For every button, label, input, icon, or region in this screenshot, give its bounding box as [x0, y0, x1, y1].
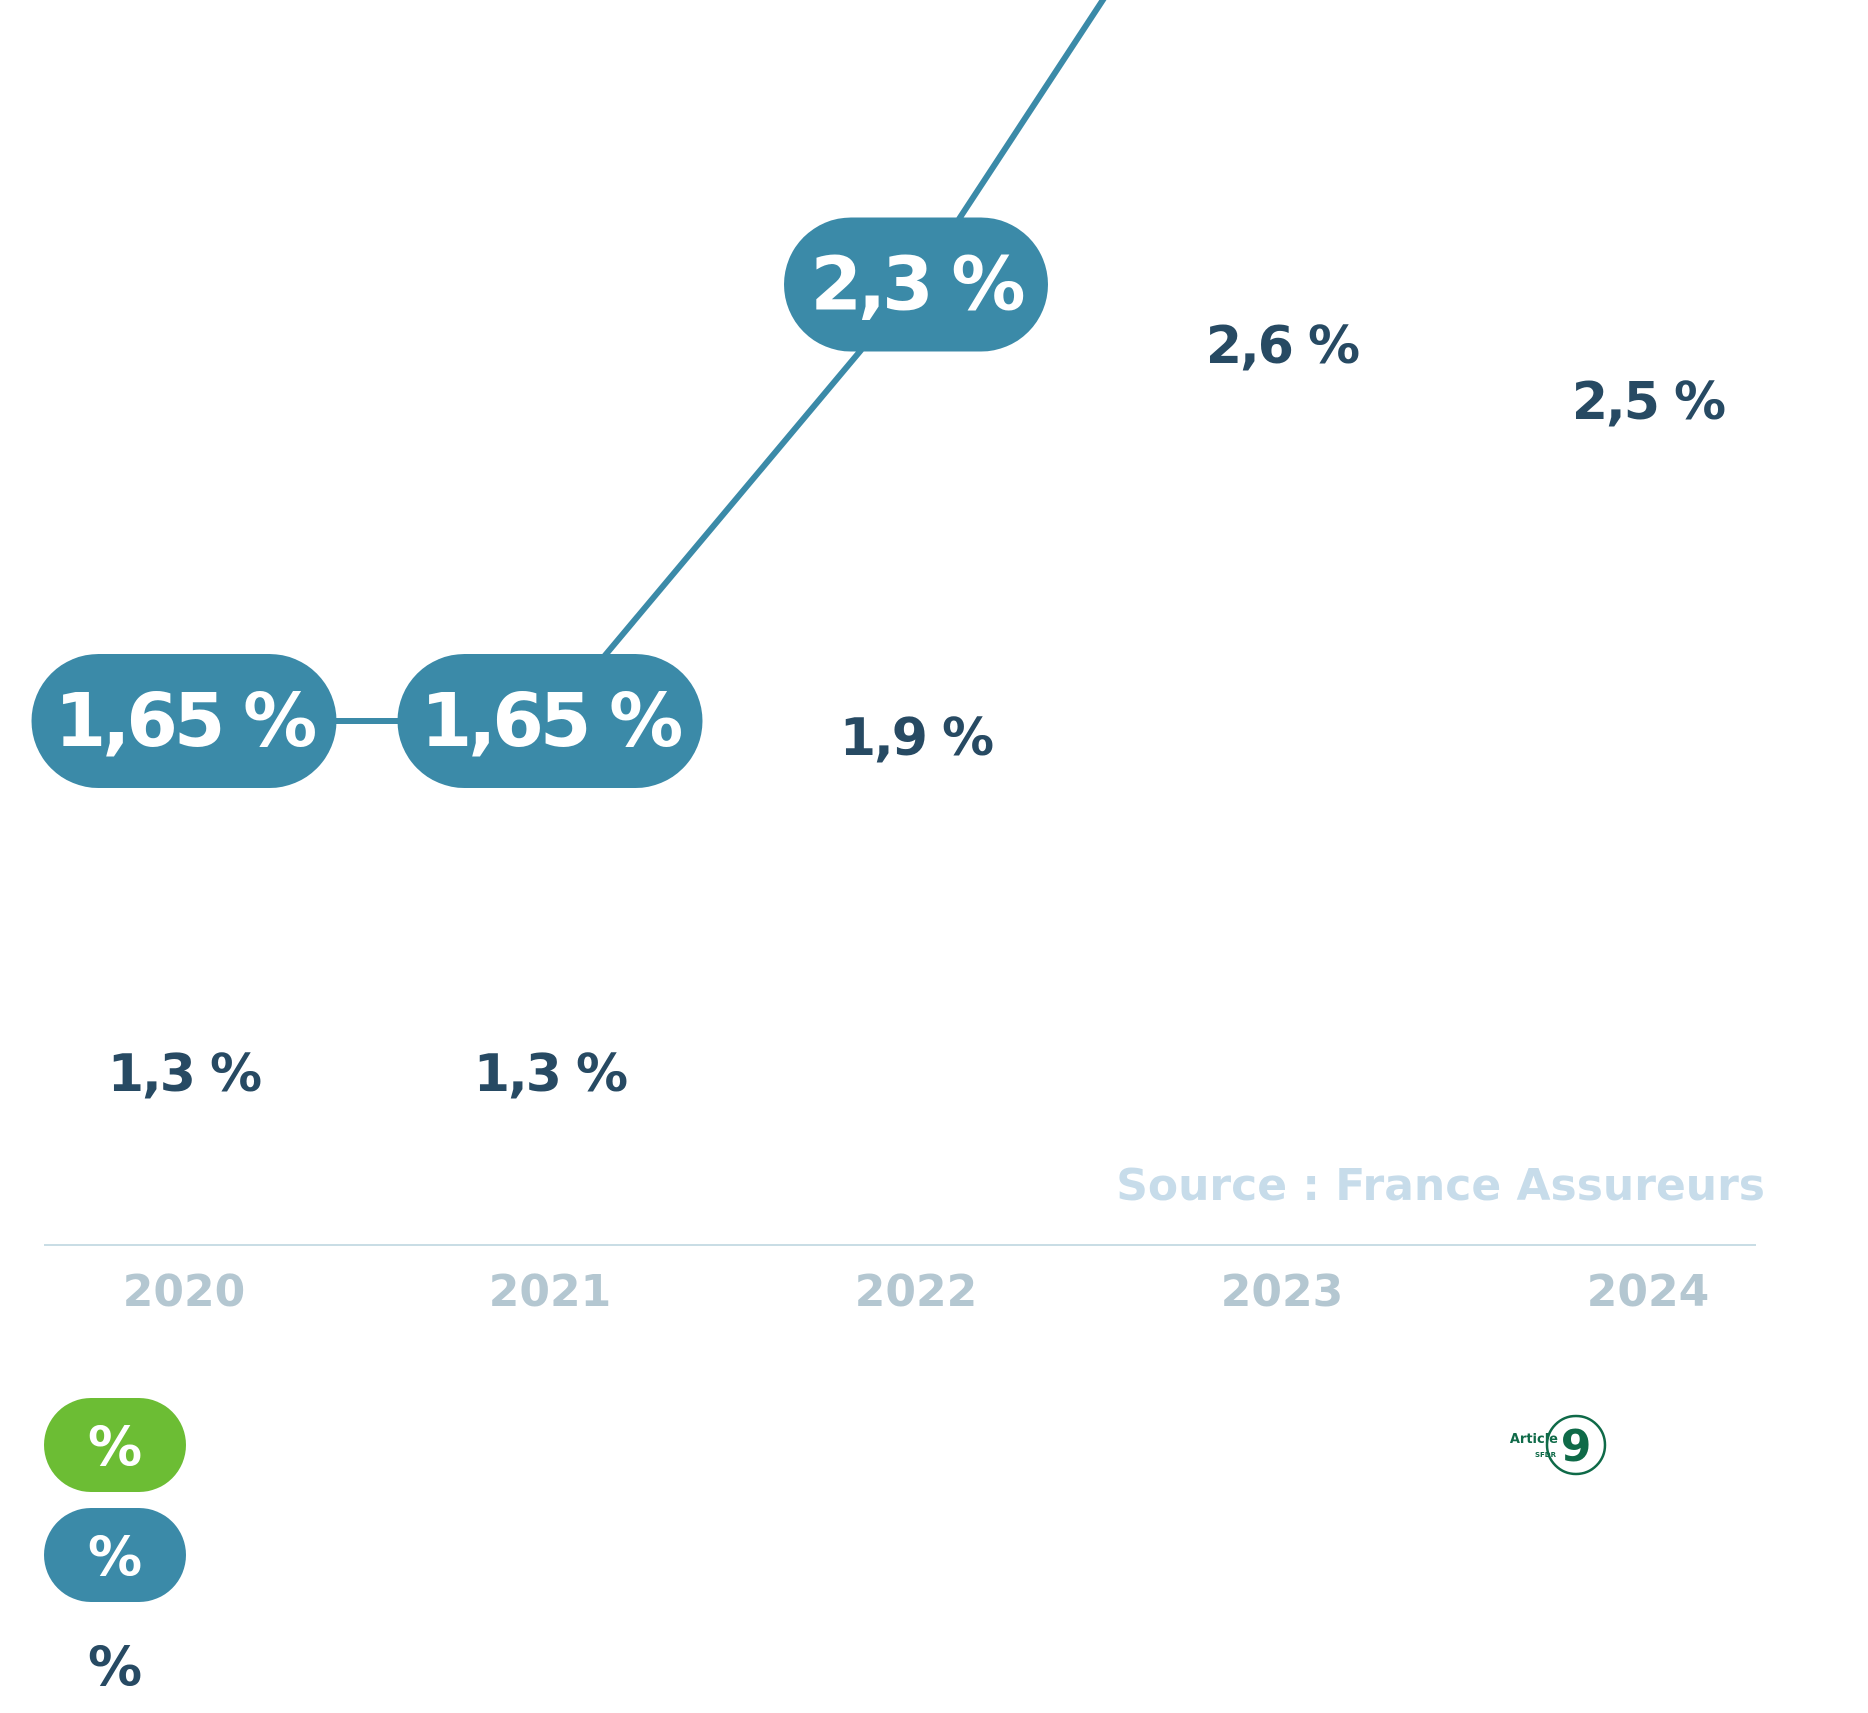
source-note: Source : France Assureurs [1116, 1160, 1765, 1211]
legend-label-0: % [88, 1415, 142, 1478]
badge-number: 9 [1561, 1421, 1592, 1472]
badge-ring [1545, 1414, 1607, 1476]
series-1-pill-2021 [397, 654, 703, 788]
x-tick-label-2022: 2022 [855, 1266, 977, 1317]
series-2-label-2024: 2,5 % [1572, 372, 1725, 432]
series-2-label-2023: 2,6 % [1206, 316, 1359, 376]
series-plain-labels: 1,3 % 1,3 % 1,9 % 2,6 % 2,5 % [108, 316, 1727, 1104]
series-1-label-2021: 1,65 % [421, 678, 681, 764]
series-1-segment [547, 282, 919, 723]
series-marks: 3,31 %3,31 %1,65 %1,65 %2,3 %3,13 %3,13 … [31, 217, 1048, 788]
legend-label-1: % [88, 1525, 142, 1588]
series-1-pill-2022 [784, 217, 1048, 352]
series-1-segment [913, 0, 1107, 287]
badge-sfdr-text: SFDR [1535, 1451, 1557, 1459]
series-1-label-2020: 1,65 % [55, 678, 315, 764]
legend-label-2: % [88, 1635, 142, 1698]
series-2-label-2021: 1,3 % [474, 1044, 627, 1104]
article-9-badge: Article SFDR 9 [1510, 1414, 1607, 1476]
badge-article-text: Article [1510, 1432, 1558, 1447]
series-1-pill-2020 [31, 654, 337, 788]
legend-swatch-0 [44, 1398, 186, 1492]
x-axis-tick-labels: 2020 2021 2022 2023 2024 [123, 1266, 1709, 1317]
legend: %%% [44, 1398, 186, 1698]
x-tick-label-2023: 2023 [1221, 1266, 1343, 1317]
x-tick-label-2021: 2021 [489, 1266, 611, 1317]
x-tick-label-2024: 2024 [1587, 1266, 1709, 1317]
series-2-label-2020: 1,3 % [108, 1044, 261, 1104]
series-lines [184, 0, 1107, 724]
series-2-label-2022: 1,9 % [840, 708, 993, 768]
series-1-label-2022: 2,3 % [811, 242, 1024, 328]
legend-swatch-1 [44, 1508, 186, 1602]
x-tick-label-2020: 2020 [123, 1266, 245, 1317]
